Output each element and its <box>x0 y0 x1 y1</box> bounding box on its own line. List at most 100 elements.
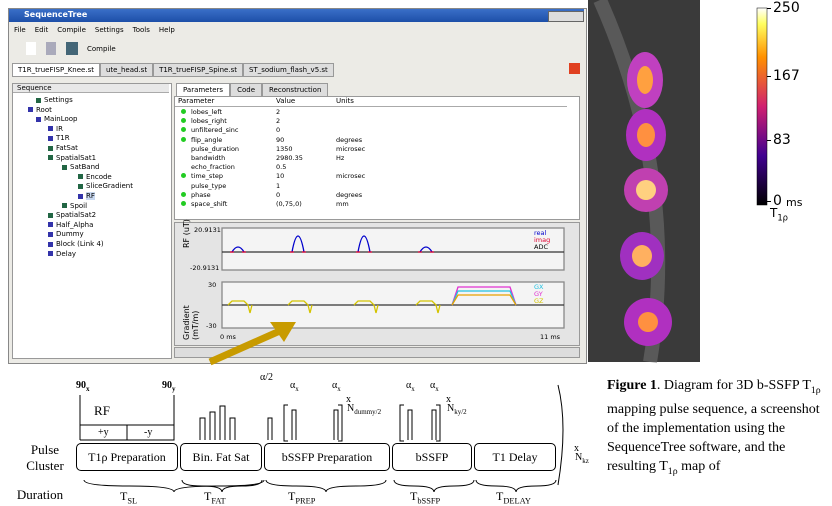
colorbar-label: 83 <box>773 132 791 148</box>
tree-item[interactable]: T1R <box>56 134 70 142</box>
status-dot <box>181 109 186 114</box>
param-name: lobes_right <box>191 117 227 125</box>
tree-icon <box>48 126 53 131</box>
param-units: microsec <box>336 172 365 180</box>
time-start: 0 ms <box>220 333 236 341</box>
column-header: Units <box>336 97 354 105</box>
tree-item[interactable]: Block (Link 4) <box>56 240 104 248</box>
repeat-label-tail: /2 <box>461 408 466 416</box>
status-dot <box>181 137 186 142</box>
status-dot <box>181 201 186 206</box>
colorbar-tick <box>767 8 771 9</box>
rf-max: 20.9131 <box>194 226 221 234</box>
colorbar-title: T1ρ <box>770 206 788 222</box>
param-value: 0.5 <box>276 163 286 171</box>
param-units: microsec <box>336 145 365 153</box>
tree-item[interactable]: Delay <box>56 250 76 258</box>
figure: SequenceTree FileEditCompileSettingsTool… <box>0 0 832 506</box>
duration-sub: bSSFP <box>417 496 440 505</box>
gradient-max: 30 <box>208 281 216 289</box>
header-rule <box>175 106 567 107</box>
param-name: pulse_type <box>191 182 226 190</box>
tree-item[interactable]: Encode <box>86 173 112 181</box>
param-value: 2980.35 <box>276 154 303 162</box>
colorbar-label: 167 <box>773 68 800 84</box>
duration: TbSSFP <box>410 489 440 505</box>
block: bSSFP Preparation <box>264 443 390 471</box>
pulse-label: α/2 <box>260 372 273 383</box>
pulse-label: 90x <box>76 380 90 393</box>
tree-item[interactable]: SatBand <box>70 163 99 171</box>
pulse-label: αx <box>290 380 299 393</box>
duration-sub: FAT <box>211 496 225 505</box>
tree-item[interactable]: IR <box>56 125 63 133</box>
caption-text: . Diagram for 3D b-SSFP T <box>657 378 811 393</box>
phase-label: +y <box>98 427 109 438</box>
param-units: degrees <box>336 191 362 199</box>
param-value: 2 <box>276 108 280 116</box>
tree-item[interactable]: SliceGradient <box>86 182 133 190</box>
pulse-label-sub: y <box>172 385 176 393</box>
status-dot <box>181 192 186 197</box>
colorbar-title-sub: 1ρ <box>777 212 788 222</box>
rf-axis-label: RF (uT) <box>182 219 191 248</box>
tree-item[interactable]: Dummy <box>56 230 84 238</box>
tree-icon <box>48 251 53 256</box>
rf-min: -20.9131 <box>190 264 219 272</box>
tree-item[interactable]: Root <box>36 106 52 114</box>
param-name: phase <box>191 191 211 199</box>
caption-text: 1ρ <box>811 385 821 396</box>
gradient-plot <box>222 282 564 328</box>
param-units: mm <box>336 200 349 208</box>
gradient-legend: GZ <box>534 297 544 305</box>
pulse-label-sub: x <box>295 385 299 393</box>
tree-item[interactable]: SpatialSat1 <box>56 154 96 162</box>
row-label: Duration <box>10 487 70 503</box>
tree-item[interactable]: MainLoop <box>44 115 78 123</box>
param-value: 2 <box>276 117 280 125</box>
param-name: flip_angle <box>191 136 222 144</box>
pulse-label: 90y <box>162 380 176 393</box>
pulse-label-sub: x <box>411 385 415 393</box>
tree-item[interactable]: Half_Alpha <box>56 221 93 229</box>
pulse-label-sub: x <box>435 385 439 393</box>
param-value: 0 <box>276 126 280 134</box>
param-name: time_step <box>191 172 223 180</box>
param-units: Hz <box>336 154 344 162</box>
duration: TDELAY <box>496 489 531 505</box>
tree-icon <box>78 184 83 189</box>
colorbar-tick <box>767 201 771 202</box>
tree-icon <box>62 203 67 208</box>
colorbar-unit: ms <box>786 196 802 209</box>
tree-item[interactable]: Settings <box>44 96 73 104</box>
tree-icon <box>48 232 53 237</box>
block: bSSFP <box>392 443 472 471</box>
times: x <box>574 443 579 454</box>
column-header: Parameter <box>178 97 214 105</box>
tree-item[interactable]: FatSat <box>56 144 78 152</box>
tree-item[interactable]: RF <box>86 192 95 200</box>
column-header: Value <box>276 97 295 105</box>
sequence-diagram <box>80 385 563 492</box>
repeat-label-sub: dummy <box>354 408 375 416</box>
block: T1ρ Preparation <box>76 443 178 471</box>
param-units: degrees <box>336 136 362 144</box>
repeat-label: xNdummy/2 <box>342 403 381 416</box>
tree-icon <box>48 242 53 247</box>
pulse-label: αx <box>332 380 341 393</box>
param-name: pulse_duration <box>191 145 239 153</box>
pulse-label-sub: x <box>86 385 90 393</box>
tree-icon <box>48 155 53 160</box>
time-end: 11 ms <box>540 333 560 341</box>
param-name: lobes_left <box>191 108 222 116</box>
caption: Figure 1. Diagram for 3D b-SSFP T1ρ mapp… <box>607 376 829 481</box>
tree-icon <box>36 98 41 103</box>
param-value: (0,75,0) <box>276 200 302 208</box>
duration: TSL <box>120 489 137 505</box>
tree-icon <box>36 117 41 122</box>
tree-icon <box>48 136 53 141</box>
duration-sub: DELAY <box>503 496 531 505</box>
tree-item[interactable]: SpatialSat2 <box>56 211 96 219</box>
tree-item[interactable]: Spoil <box>70 202 87 210</box>
caption-label: Figure 1 <box>607 378 657 393</box>
